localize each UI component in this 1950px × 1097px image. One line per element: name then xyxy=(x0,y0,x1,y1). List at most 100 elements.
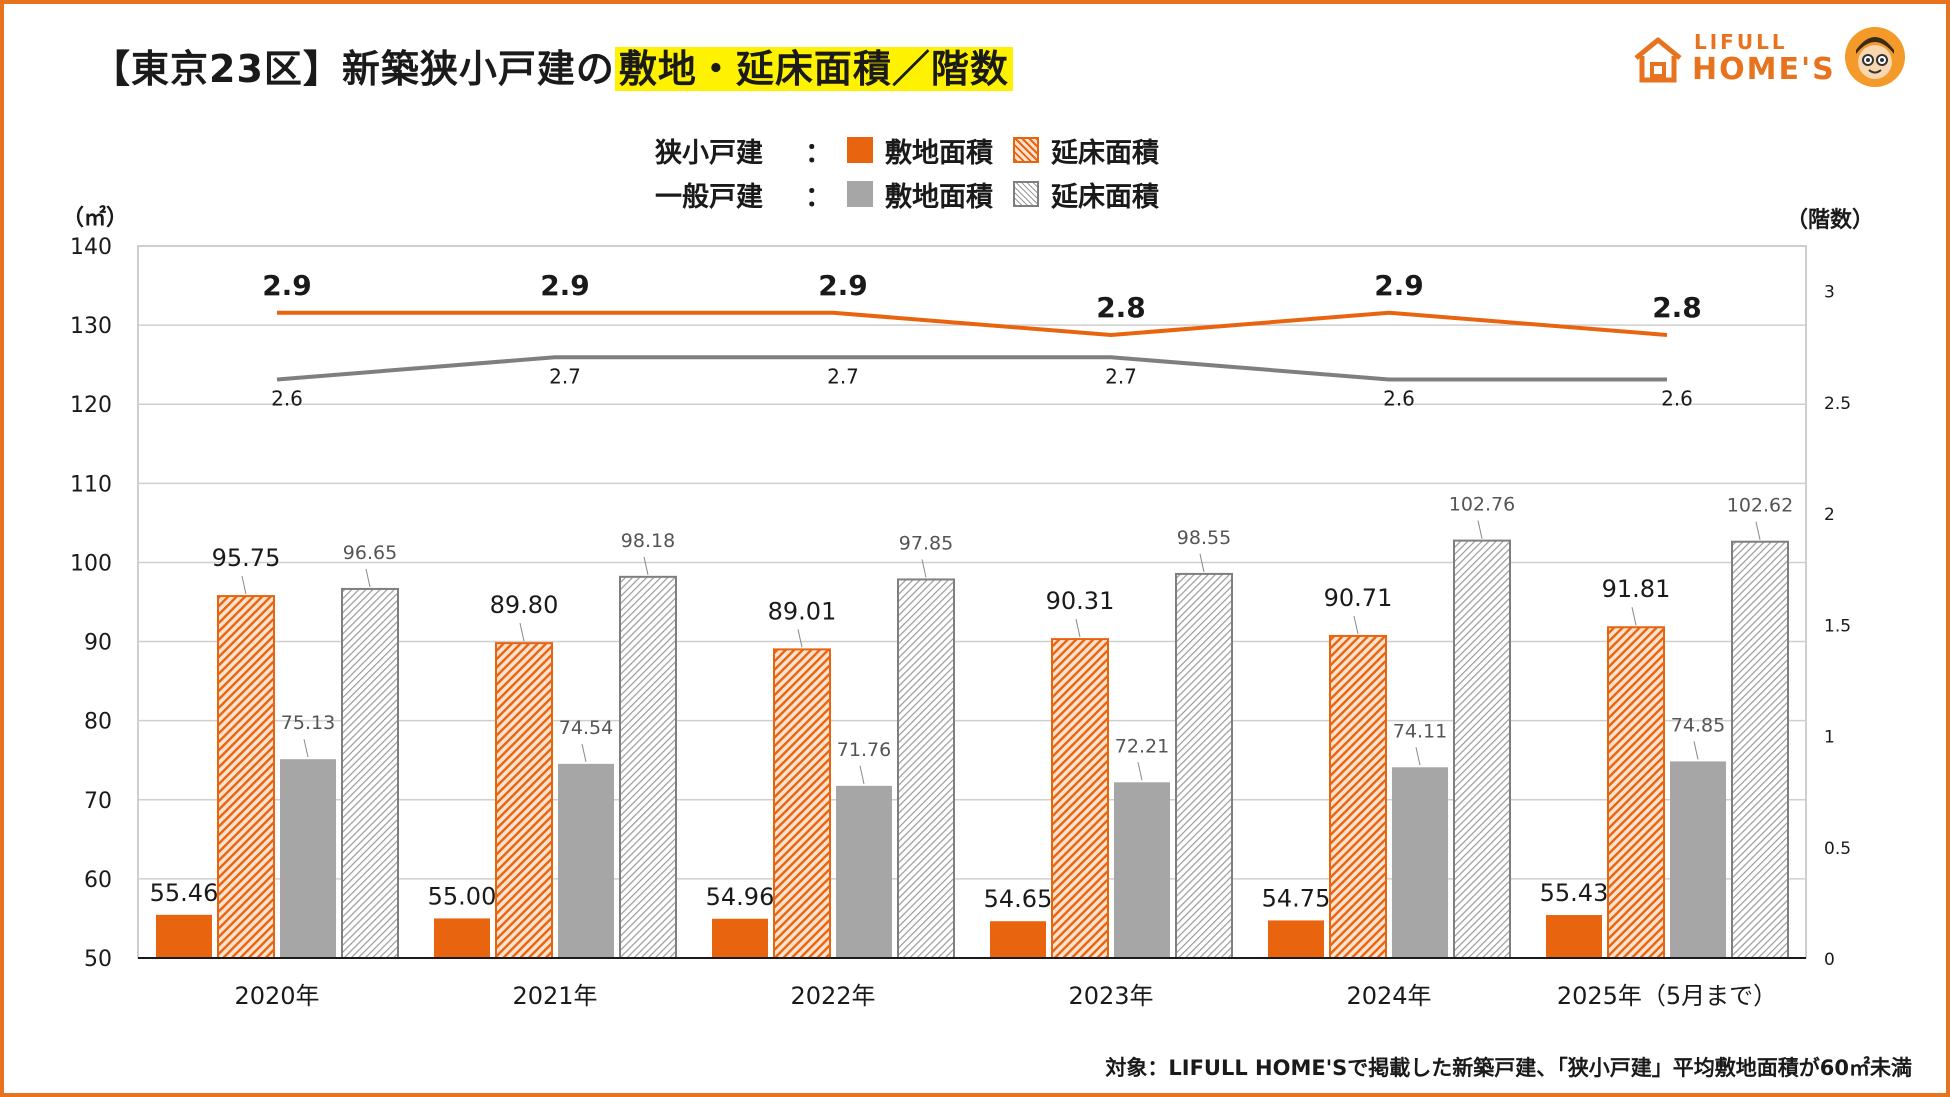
legend-label-narrow-floor: 延床面積 xyxy=(1051,137,1159,169)
data-label-leader xyxy=(1631,607,1637,626)
data-label-leader xyxy=(241,575,247,595)
bar-general-site-area-label: 75.13 xyxy=(281,712,335,734)
house-icon xyxy=(1634,37,1682,83)
bar-narrow-site-area xyxy=(712,918,768,958)
bar-general-site-area-label: 74.54 xyxy=(559,717,613,739)
line-narrow-floors-label: 2.9 xyxy=(540,269,590,302)
right-axis-tick-label: 2 xyxy=(1824,505,1835,525)
data-label-leader xyxy=(1755,521,1761,540)
right-axis-tick-label: 1.5 xyxy=(1824,616,1851,636)
right-axis-unit: （階数） xyxy=(1786,208,1875,233)
legend-group-label: 一般戸建 xyxy=(655,181,763,213)
bar-narrow-floor-area xyxy=(1051,638,1109,959)
left-axis-tick-label: 50 xyxy=(84,947,112,972)
bar-narrow-floor-area-label: 89.01 xyxy=(768,597,837,625)
bar-narrow-floor-area-label: 95.75 xyxy=(212,544,281,572)
x-axis-category-label: 2025年（5月まで） xyxy=(1557,982,1777,1010)
data-label-leader xyxy=(1199,553,1205,573)
legend-label-narrow-site: 敷地面積 xyxy=(885,137,993,169)
bar-narrow-floor-area xyxy=(217,595,275,959)
data-label-leader xyxy=(303,739,309,758)
bar-general-floor-area xyxy=(1731,540,1789,959)
bar-narrow-floor-area xyxy=(495,642,553,959)
bar-general-floor-area xyxy=(897,578,955,959)
bar-general-floor-area-label: 96.65 xyxy=(343,542,397,564)
legend-label-general-floor: 延床面積 xyxy=(1051,181,1159,213)
line-general-floors-label: 2.6 xyxy=(1661,387,1693,411)
left-axis-tick-label: 130 xyxy=(70,314,112,339)
slide-title: 【東京23区】新築狭小戸建の 敷地・延床面積／階数 xyxy=(92,38,1013,93)
left-axis-tick-label: 60 xyxy=(84,868,112,893)
bar-general-floor-area-label: 98.18 xyxy=(621,530,675,552)
bar-general-floor-area-label: 97.85 xyxy=(899,532,953,554)
bar-narrow-floor-area-label: 91.81 xyxy=(1602,575,1671,603)
right-axis-tick-label: 0.5 xyxy=(1824,839,1851,859)
line-narrow-floors-label: 2.8 xyxy=(1096,291,1146,324)
logo-text-homes: HOME'S xyxy=(1692,52,1836,87)
bar-narrow-site-area xyxy=(1546,915,1602,958)
data-label-leader xyxy=(859,765,865,784)
line-general-floors-label: 2.7 xyxy=(827,364,859,388)
title-highlight: 敷地・延床面積／階数 xyxy=(614,47,1013,91)
data-label-leader xyxy=(1353,615,1359,635)
data-label-leader xyxy=(365,568,371,588)
mascot-icon xyxy=(1845,27,1905,87)
bar-general-site-area xyxy=(1114,782,1170,958)
bar-general-site-area-label: 74.11 xyxy=(1393,720,1447,742)
data-label-leader xyxy=(1137,762,1143,781)
line-narrow-floors-label: 2.9 xyxy=(1374,269,1424,302)
x-axis-category-label: 2020年 xyxy=(234,982,319,1010)
bar-general-floor-area-label: 98.55 xyxy=(1177,527,1231,549)
left-axis-tick-label: 120 xyxy=(70,393,112,418)
bar-general-floor-area xyxy=(341,587,399,959)
line-general-floors-label: 2.7 xyxy=(1105,364,1137,388)
bar-narrow-site-area xyxy=(156,914,212,958)
legend-colon: ： xyxy=(805,181,832,213)
bar-narrow-floor-area-label: 90.71 xyxy=(1324,584,1393,612)
x-axis-category-label: 2024年 xyxy=(1346,982,1431,1010)
x-axis-category-label: 2021年 xyxy=(512,982,597,1010)
legend-row-narrow-house: 狭小戸建 ： 敷地面積 延床面積 xyxy=(655,128,1179,172)
bar-general-floor-area xyxy=(619,575,677,959)
x-axis-category-label: 2023年 xyxy=(1068,982,1153,1010)
data-label-leader xyxy=(519,623,525,642)
bar-general-floor-area-label: 102.76 xyxy=(1449,494,1515,516)
line-general-floors-label: 2.6 xyxy=(271,387,303,411)
bar-narrow-site-area-label: 55.43 xyxy=(1540,879,1609,907)
legend-row-general-house: 一般戸建 ： 敷地面積 延床面積 xyxy=(655,172,1179,216)
bar-general-site-area xyxy=(836,785,892,958)
data-label-leader xyxy=(1693,741,1699,760)
legend-swatch-narrow-floor xyxy=(1013,137,1039,163)
logo-text-lifull: LIFULL xyxy=(1694,30,1788,54)
line-narrow-floors-label: 2.8 xyxy=(1652,291,1702,324)
bar-narrow-floor-area-label: 89.80 xyxy=(490,591,559,619)
legend-label-general-site: 敷地面積 xyxy=(885,181,993,213)
bar-narrow-site-area xyxy=(990,921,1046,958)
bar-narrow-site-area-label: 55.00 xyxy=(428,882,497,910)
bar-narrow-floor-area xyxy=(1607,626,1665,959)
bar-narrow-site-area-label: 54.65 xyxy=(984,885,1053,913)
bar-narrow-site-area-label: 55.46 xyxy=(150,879,219,907)
left-axis-tick-label: 80 xyxy=(84,710,112,735)
right-axis-tick-label: 1 xyxy=(1824,728,1835,748)
right-axis-tick-label: 3 xyxy=(1824,283,1835,303)
left-axis-unit: （㎡） xyxy=(62,206,129,231)
bar-general-site-area xyxy=(558,763,614,958)
bar-general-floor-area xyxy=(1175,572,1233,959)
data-label-leader xyxy=(797,629,803,648)
legend-swatch-narrow-site xyxy=(847,137,873,163)
line-general-floors-label: 2.6 xyxy=(1383,387,1415,411)
bar-narrow-site-area xyxy=(1268,920,1324,958)
footnote: 対象：LIFULL HOME'Sで掲載した新築戸建、「狭小戸建」平均敷地面積が6… xyxy=(1105,1056,1912,1080)
x-axis-category-label: 2022年 xyxy=(790,982,875,1010)
left-axis-tick-label: 110 xyxy=(70,472,112,497)
left-axis-tick-label: 140 xyxy=(70,235,112,260)
bar-general-site-area-label: 72.21 xyxy=(1115,735,1169,757)
legend-swatch-general-site xyxy=(847,181,873,207)
bar-narrow-site-area-label: 54.96 xyxy=(706,883,775,911)
data-label-leader xyxy=(1075,618,1081,638)
chart-legend: 狭小戸建 ： 敷地面積 延床面積 一般戸建 ： 敷地面積 延床面積 xyxy=(655,128,1179,216)
line-narrow-floors-label: 2.9 xyxy=(818,269,868,302)
